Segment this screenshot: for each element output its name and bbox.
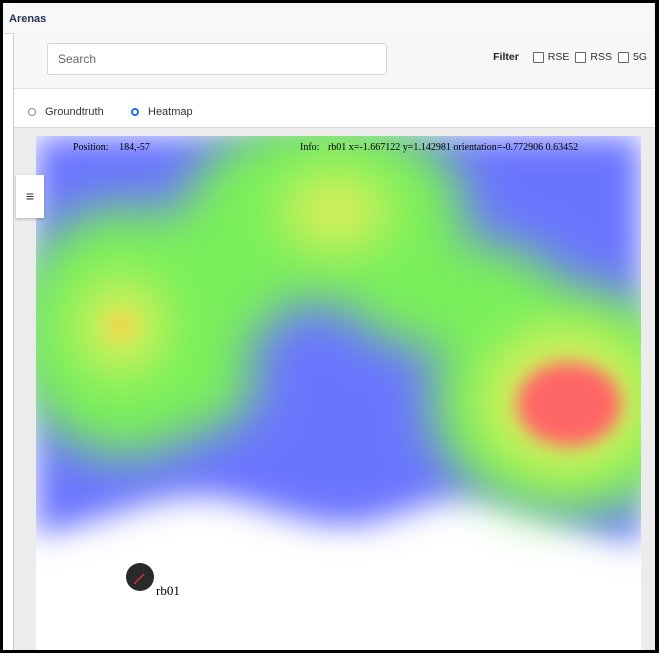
robot-label: rb01 bbox=[156, 583, 180, 598]
5g-checkbox[interactable] bbox=[617, 51, 629, 63]
info-value: rb01 x=-1.667122 y=1.142981 orientation=… bbox=[327, 142, 579, 153]
filter-option-5g[interactable]: 5G bbox=[617, 51, 647, 63]
filter-group: Filter RSE RSS 5G bbox=[493, 51, 647, 63]
filter-option-label: 5G bbox=[632, 51, 647, 63]
filter-option-rse[interactable]: RSE bbox=[532, 51, 570, 63]
filter-option-rss[interactable]: RSS bbox=[575, 51, 612, 63]
hamburger-icon: ≡ bbox=[25, 188, 35, 204]
mode-groundtruth[interactable]: Groundtruth bbox=[28, 106, 104, 118]
heat-warm-spot bbox=[107, 313, 135, 339]
mode-heatmap[interactable]: Heatmap bbox=[131, 106, 193, 118]
robot-marker-icon bbox=[126, 563, 154, 591]
rse-checkbox[interactable] bbox=[532, 51, 544, 63]
mode-label: Groundtruth bbox=[45, 106, 104, 118]
info-readout: Info: rb01 x=-1.667122 y=1.142981 orient… bbox=[300, 142, 578, 153]
page-title: Arenas bbox=[9, 13, 47, 25]
heatmap-radio[interactable] bbox=[131, 108, 139, 116]
heatmap-graphic bbox=[36, 136, 641, 650]
filter-label: Filter bbox=[493, 51, 519, 63]
menu-button[interactable]: ≡ bbox=[16, 175, 44, 218]
search-input[interactable] bbox=[47, 43, 387, 75]
heat-hot-region bbox=[517, 362, 621, 446]
info-label: Info: bbox=[300, 142, 320, 153]
view-mode-selector: Groundtruth Heatmap bbox=[14, 89, 655, 127]
filter-option-label: RSE bbox=[547, 51, 570, 63]
position-readout: Position: 184,-57 bbox=[73, 142, 150, 153]
rss-checkbox[interactable] bbox=[575, 51, 587, 63]
mode-label: Heatmap bbox=[148, 106, 193, 118]
left-divider bbox=[13, 33, 14, 650]
toolbar: Filter RSE RSS 5G bbox=[14, 33, 655, 89]
filter-option-label: RSS bbox=[590, 51, 612, 63]
groundtruth-radio[interactable] bbox=[28, 108, 36, 116]
position-label: Position: bbox=[73, 142, 109, 153]
header-bar: Arenas bbox=[3, 3, 655, 34]
position-value: 184,-57 bbox=[119, 142, 150, 153]
arena-viewer: Position: 184,-57 Info: rb01 x=-1.667122… bbox=[14, 127, 655, 650]
heatmap-canvas[interactable]: Position: 184,-57 Info: rb01 x=-1.667122… bbox=[36, 136, 641, 650]
